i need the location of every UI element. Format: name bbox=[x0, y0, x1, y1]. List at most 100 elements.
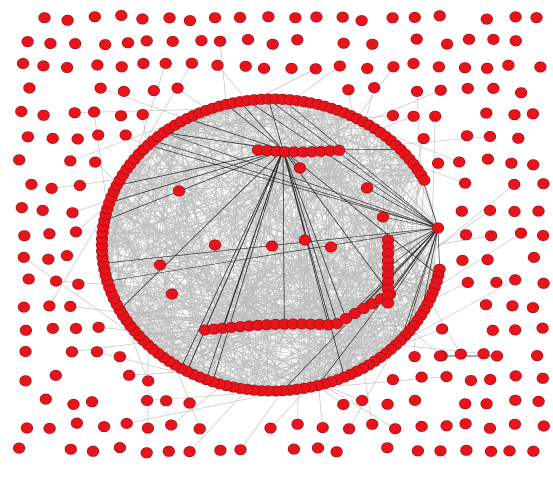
network-node bbox=[20, 422, 33, 434]
network-node bbox=[88, 11, 101, 23]
network-edge bbox=[217, 65, 248, 101]
network-edge bbox=[299, 167, 418, 170]
network-edge-strong bbox=[282, 149, 285, 325]
network-node bbox=[366, 38, 379, 50]
network-node bbox=[70, 417, 83, 429]
network-node bbox=[37, 109, 50, 121]
network-edge bbox=[163, 132, 207, 380]
network-node bbox=[25, 178, 38, 190]
network-node bbox=[408, 351, 421, 363]
network-edge bbox=[147, 108, 213, 345]
network-edge bbox=[204, 329, 338, 380]
network-edge bbox=[98, 326, 381, 358]
network-edge-strong bbox=[387, 227, 439, 297]
network-node bbox=[509, 35, 522, 47]
network-node bbox=[183, 15, 196, 27]
network-node bbox=[339, 312, 353, 324]
network-edge bbox=[103, 154, 140, 264]
network-node bbox=[508, 178, 521, 190]
network-node bbox=[311, 442, 325, 454]
network-node bbox=[21, 131, 34, 143]
network-edge-strong bbox=[354, 227, 439, 314]
network-node bbox=[123, 369, 136, 381]
network-node bbox=[479, 299, 493, 311]
network-edge bbox=[103, 128, 375, 227]
network-node bbox=[536, 230, 550, 242]
network-node bbox=[15, 106, 28, 118]
network-edge bbox=[329, 150, 373, 425]
network-edge bbox=[143, 340, 304, 389]
network-edge bbox=[171, 115, 194, 295]
network-node bbox=[113, 442, 126, 454]
network-node bbox=[141, 422, 154, 434]
network-node bbox=[361, 62, 374, 74]
network-node bbox=[342, 84, 355, 96]
network-node bbox=[160, 395, 173, 407]
network-edge bbox=[152, 253, 389, 350]
network-node bbox=[115, 10, 128, 21]
network-node bbox=[460, 444, 473, 456]
network-node bbox=[266, 38, 279, 50]
network-node bbox=[490, 276, 503, 288]
network-edge bbox=[231, 327, 484, 355]
network-node bbox=[153, 259, 167, 271]
network-node bbox=[309, 63, 322, 75]
network-node bbox=[39, 393, 52, 405]
network-edge bbox=[257, 140, 392, 326]
network-node bbox=[506, 300, 519, 312]
network-node bbox=[68, 107, 81, 119]
network-node bbox=[15, 202, 28, 214]
network-node bbox=[386, 12, 399, 24]
network-edge bbox=[138, 154, 206, 331]
network-edge bbox=[174, 124, 347, 319]
network-edge bbox=[113, 235, 492, 299]
network-node bbox=[453, 156, 466, 168]
network-node bbox=[64, 300, 77, 312]
network-edge bbox=[107, 208, 439, 229]
network-node bbox=[233, 12, 247, 23]
network-node bbox=[262, 11, 275, 23]
network-edge-strong bbox=[109, 149, 284, 204]
network-node bbox=[141, 394, 154, 406]
network-edge bbox=[147, 125, 176, 345]
network-edge-strong bbox=[205, 149, 284, 380]
network-node bbox=[368, 82, 381, 94]
network-node bbox=[477, 348, 490, 360]
network-node bbox=[257, 62, 271, 74]
network-node bbox=[503, 445, 516, 457]
network-edge bbox=[125, 134, 431, 299]
network-node bbox=[121, 37, 135, 49]
network-node bbox=[85, 396, 99, 408]
network-edge bbox=[143, 340, 262, 391]
network-edge bbox=[416, 91, 422, 175]
network-edge bbox=[192, 115, 223, 329]
network-node bbox=[376, 211, 390, 223]
network-edge bbox=[409, 227, 439, 331]
network-edge bbox=[159, 118, 358, 266]
network-edge bbox=[111, 196, 124, 316]
network-node bbox=[459, 418, 472, 430]
network-node bbox=[13, 154, 26, 166]
network-node bbox=[410, 85, 424, 97]
network-edge bbox=[282, 298, 382, 391]
network-node bbox=[505, 157, 518, 169]
network-edge bbox=[70, 306, 241, 327]
network-node bbox=[527, 251, 541, 263]
network-edge bbox=[385, 227, 439, 354]
network-node bbox=[490, 350, 504, 362]
network-edge bbox=[214, 154, 406, 246]
network-node bbox=[185, 57, 198, 69]
network-node bbox=[461, 82, 474, 94]
network-edge bbox=[199, 112, 406, 155]
network-node bbox=[459, 398, 472, 410]
network-edge bbox=[122, 100, 248, 316]
network-edge bbox=[271, 158, 410, 247]
network-edge bbox=[107, 281, 182, 369]
network-node bbox=[37, 60, 50, 72]
network-node bbox=[119, 129, 132, 141]
network-edge bbox=[270, 302, 389, 429]
network-node bbox=[508, 109, 521, 121]
network-node bbox=[316, 422, 329, 434]
network-edge bbox=[382, 216, 439, 276]
